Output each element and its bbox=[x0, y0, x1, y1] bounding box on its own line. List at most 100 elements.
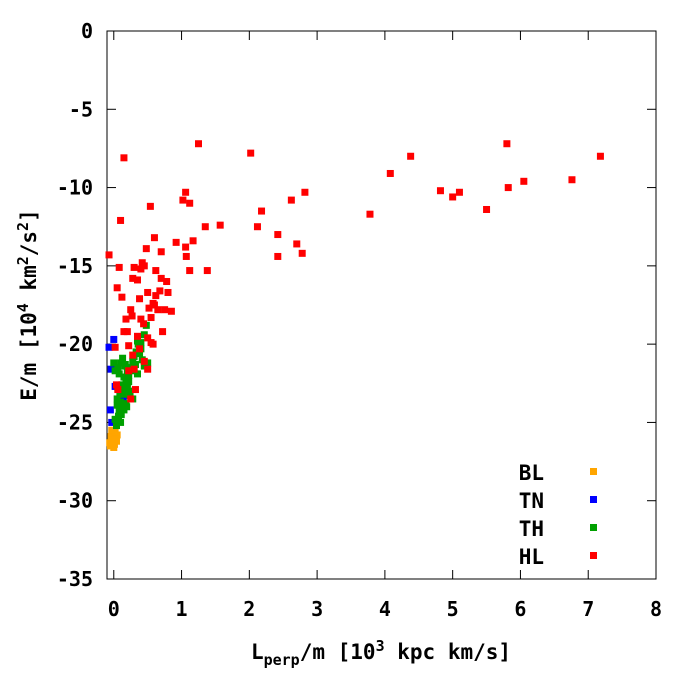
y-tick-label: -15 bbox=[57, 254, 93, 278]
point-th bbox=[134, 370, 141, 378]
point-hl bbox=[144, 365, 152, 373]
legend-label-hl: HL bbox=[519, 545, 544, 569]
point-hl bbox=[163, 278, 171, 286]
point-hl bbox=[258, 207, 266, 215]
legend-label-tn: TN bbox=[519, 489, 544, 513]
point-hl bbox=[147, 314, 155, 322]
point-hl bbox=[366, 210, 374, 218]
point-hl bbox=[407, 152, 415, 160]
point-hl bbox=[122, 315, 130, 323]
point-hl bbox=[113, 284, 121, 292]
y-tick-label: -35 bbox=[57, 567, 93, 591]
point-hl bbox=[149, 340, 157, 348]
point-th bbox=[131, 360, 139, 368]
point-hl bbox=[504, 184, 512, 192]
point-hl bbox=[150, 301, 158, 309]
point-hl bbox=[195, 140, 202, 148]
point-hl bbox=[157, 248, 165, 256]
point-bl bbox=[112, 437, 120, 445]
point-hl bbox=[161, 306, 169, 314]
plot-frame bbox=[106, 30, 657, 580]
point-hl bbox=[123, 328, 131, 336]
point-tn bbox=[106, 406, 114, 414]
x-tick-label: 8 bbox=[650, 597, 662, 621]
point-hl bbox=[146, 202, 154, 210]
point-hl bbox=[201, 223, 209, 231]
x-tick-label: 6 bbox=[514, 597, 526, 621]
point-th bbox=[117, 411, 125, 419]
point-hl bbox=[186, 267, 194, 275]
y-tick-label: 0 bbox=[81, 19, 93, 43]
point-hl bbox=[131, 386, 139, 394]
point-th bbox=[111, 367, 119, 375]
point-hl bbox=[154, 306, 162, 314]
point-th bbox=[113, 395, 121, 403]
point-hl bbox=[136, 345, 144, 353]
legend-marker-th bbox=[590, 524, 597, 531]
point-hl bbox=[182, 188, 190, 196]
legend-marker-bl bbox=[590, 468, 597, 475]
point-hl bbox=[436, 187, 444, 195]
point-hl bbox=[105, 251, 113, 259]
point-hl bbox=[182, 243, 190, 251]
point-th bbox=[110, 359, 118, 367]
point-hl bbox=[568, 176, 576, 184]
point-hl bbox=[150, 234, 158, 242]
point-hl bbox=[144, 288, 152, 296]
point-tn bbox=[107, 365, 115, 373]
point-hl bbox=[520, 177, 528, 185]
point-th bbox=[111, 415, 119, 423]
point-th bbox=[119, 354, 127, 362]
y-tick-label: -5 bbox=[69, 97, 93, 121]
point-hl bbox=[140, 262, 148, 270]
y-tick-label: -30 bbox=[57, 489, 93, 513]
point-hl bbox=[140, 357, 148, 365]
x-tick-label: 3 bbox=[311, 597, 323, 621]
point-hl bbox=[125, 342, 133, 350]
x-axis-title: Lperp/m [103 kpc km/s] bbox=[251, 637, 511, 669]
point-th bbox=[117, 359, 125, 367]
point-hl bbox=[118, 293, 126, 301]
point-hl bbox=[274, 231, 282, 239]
point-hl bbox=[274, 252, 282, 260]
x-axis-ticks: 0 1 2 3 4 5 6 7 8 bbox=[108, 31, 662, 621]
point-th bbox=[118, 381, 126, 389]
x-tick-label: 7 bbox=[582, 597, 594, 621]
legend-label-th: TH bbox=[519, 517, 544, 541]
point-hl bbox=[156, 287, 164, 295]
x-tick-label: 5 bbox=[447, 597, 459, 621]
point-th bbox=[117, 418, 125, 426]
y-tick-label: -25 bbox=[57, 410, 93, 434]
point-hl bbox=[129, 351, 137, 359]
point-hl bbox=[114, 386, 122, 394]
point-th bbox=[120, 373, 128, 381]
point-hl bbox=[134, 276, 141, 284]
point-hl bbox=[125, 367, 133, 375]
point-hl bbox=[111, 343, 119, 351]
point-hl bbox=[127, 395, 135, 403]
legend: BL TN TH HL bbox=[519, 461, 597, 569]
point-hl bbox=[140, 320, 148, 328]
point-hl bbox=[596, 152, 604, 160]
data-points bbox=[105, 140, 604, 451]
point-hl bbox=[167, 307, 175, 315]
point-hl bbox=[386, 169, 394, 177]
point-hl bbox=[203, 267, 211, 275]
point-hl bbox=[483, 205, 491, 213]
point-bl bbox=[110, 443, 118, 451]
point-hl bbox=[301, 188, 309, 196]
point-hl bbox=[130, 263, 138, 271]
point-hl bbox=[136, 295, 144, 303]
point-hl bbox=[189, 237, 197, 245]
point-bl bbox=[108, 426, 116, 434]
legend-marker-tn bbox=[590, 496, 597, 503]
x-tick-label: 1 bbox=[176, 597, 188, 621]
y-axis-title: E/m [104 km2/s2] bbox=[14, 209, 41, 401]
point-hl bbox=[137, 315, 145, 323]
point-hl bbox=[449, 193, 457, 201]
y-tick-label: -20 bbox=[57, 332, 93, 356]
x-tick-label: 4 bbox=[379, 597, 391, 621]
point-th bbox=[123, 403, 131, 411]
point-hl bbox=[120, 154, 128, 162]
